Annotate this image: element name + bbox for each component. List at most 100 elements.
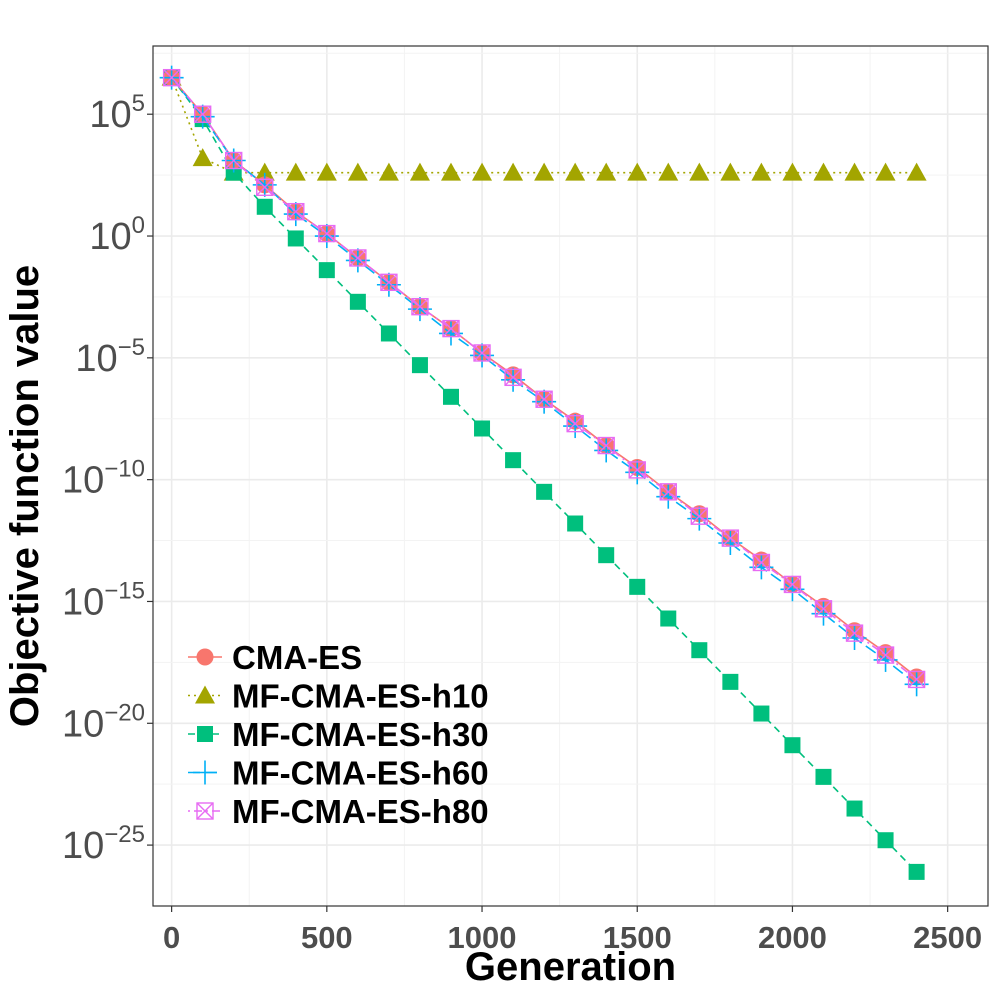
data-point-mf-cma-es-h80 bbox=[566, 414, 584, 433]
boxcross-marker-box bbox=[318, 224, 336, 243]
boxcross-marker-diag bbox=[721, 529, 739, 547]
boxcross-marker-diag bbox=[318, 225, 336, 243]
data-point-mf-cma-es-h80 bbox=[783, 575, 802, 594]
legend-key-marker bbox=[197, 726, 213, 742]
legend-key-marker bbox=[196, 802, 214, 820]
data-point-mf-cma-es-h80 bbox=[162, 68, 181, 87]
legend-label: MF-CMA-ES-h60 bbox=[232, 755, 489, 792]
boxcross-marker-diag bbox=[504, 368, 522, 386]
data-point-mf-cma-es-h10 bbox=[534, 162, 555, 181]
data-point-mf-cma-es-h10 bbox=[751, 162, 772, 181]
data-point-mf-cma-es-h10 bbox=[813, 162, 834, 181]
data-point-mf-cma-es-h80 bbox=[721, 529, 740, 547]
boxcross-marker-box bbox=[690, 507, 709, 525]
data-point-mf-cma-es-h30 bbox=[505, 452, 522, 469]
boxcross-marker-diag bbox=[597, 437, 615, 455]
boxcross-marker-diag bbox=[783, 575, 801, 593]
boxcross-marker-box bbox=[659, 483, 677, 501]
data-point-mf-cma-es-h30 bbox=[411, 357, 428, 374]
boxcross-marker-diag bbox=[535, 390, 553, 408]
boxcross-marker-diag bbox=[380, 273, 398, 291]
data-point-mf-cma-es-h80 bbox=[752, 553, 771, 572]
boxcross-marker-diag bbox=[225, 152, 243, 169]
boxcross-marker-diag bbox=[814, 600, 832, 618]
y-axis-title: Objective function value bbox=[3, 265, 47, 727]
boxcross-marker-diag bbox=[877, 646, 895, 664]
boxcross-marker-box bbox=[196, 802, 214, 820]
data-point-mf-cma-es-h10 bbox=[782, 162, 803, 181]
data-point-mf-cma-es-h80 bbox=[287, 202, 305, 221]
boxcross-marker-diag bbox=[473, 344, 491, 362]
data-point-mf-cma-es-h80 bbox=[876, 646, 895, 664]
data-point-mf-cma-es-h10 bbox=[409, 162, 430, 181]
boxcross-marker-box bbox=[193, 105, 212, 123]
data-point-mf-cma-es-h30 bbox=[567, 515, 584, 532]
data-point-mf-cma-es-h80 bbox=[907, 670, 926, 689]
legend-item-mf-cma-es-h30: MF-CMA-ES-h30 bbox=[188, 716, 489, 753]
data-point-mf-cma-es-h80 bbox=[504, 368, 522, 387]
legend: CMA-ESMF-CMA-ES-h10MF-CMA-ES-h30MF-CMA-E… bbox=[188, 639, 489, 830]
x-tick-label: 1000 bbox=[448, 920, 517, 955]
boxcross-marker-diag bbox=[194, 105, 212, 123]
data-point-mf-cma-es-h10 bbox=[254, 162, 275, 181]
series-cma-es bbox=[163, 69, 926, 686]
data-point-mf-cma-es-h10 bbox=[627, 162, 648, 181]
legend-label: MF-CMA-ES-h10 bbox=[232, 678, 489, 715]
boxcross-marker-diag bbox=[566, 415, 584, 433]
data-point-mf-cma-es-h10 bbox=[472, 162, 493, 181]
boxcross-marker-box bbox=[597, 436, 615, 455]
boxcross-marker-box bbox=[845, 624, 864, 642]
axes: 0 500 1000 1500 2000 2500 105 100 10−5 10−10 10−15… bbox=[62, 90, 982, 955]
data-point-mf-cma-es-h10 bbox=[503, 162, 524, 181]
data-point-mf-cma-es-h10 bbox=[596, 162, 617, 181]
boxcross-marker-box bbox=[907, 670, 926, 689]
boxcross-marker-diag bbox=[163, 69, 181, 87]
data-point-mf-cma-es-h10 bbox=[906, 162, 927, 181]
data-point-mf-cma-es-h10 bbox=[875, 162, 896, 181]
data-point-mf-cma-es-h80 bbox=[535, 390, 553, 408]
boxcross-marker-box bbox=[380, 273, 398, 292]
data-point-mf-cma-es-h30 bbox=[287, 230, 304, 247]
boxcross-marker-box bbox=[566, 414, 584, 433]
boxcross-marker-diag bbox=[196, 802, 214, 820]
boxcross-marker-diag bbox=[659, 483, 677, 501]
boxcross-marker-diag bbox=[442, 320, 460, 338]
data-point-mf-cma-es-h10 bbox=[440, 162, 461, 181]
boxcross-marker-diag bbox=[256, 178, 274, 196]
legend-label: CMA-ES bbox=[232, 639, 362, 676]
data-point-mf-cma-es-h10 bbox=[285, 162, 306, 181]
series-mf-cma-es-h30 bbox=[163, 69, 925, 880]
series-layer bbox=[159, 65, 929, 880]
boxcross-marker-box bbox=[287, 202, 305, 221]
data-point-mf-cma-es-h80 bbox=[690, 507, 709, 525]
boxcross-marker-box bbox=[628, 461, 646, 479]
y-tick-label: 100 bbox=[89, 212, 145, 258]
data-point-mf-cma-es-h30 bbox=[753, 705, 770, 722]
legend-key-marker bbox=[196, 648, 214, 666]
legend-key-marker bbox=[195, 685, 215, 704]
data-point-mf-cma-es-h30 bbox=[598, 547, 615, 564]
y-tick-label: 10−25 bbox=[62, 821, 145, 867]
data-point-mf-cma-es-h10 bbox=[192, 148, 213, 167]
legend-label: MF-CMA-ES-h30 bbox=[232, 716, 489, 753]
boxcross-marker-box bbox=[783, 575, 802, 594]
data-point-mf-cma-es-h30 bbox=[722, 673, 739, 690]
data-point-mf-cma-es-h80 bbox=[256, 178, 274, 197]
boxcross-marker-box bbox=[442, 319, 460, 338]
boxcross-marker-diag bbox=[752, 553, 770, 571]
boxcross-marker-box bbox=[473, 344, 491, 362]
boxcross-marker-diag bbox=[628, 461, 646, 479]
boxcross-marker-box bbox=[535, 390, 553, 408]
legend-item-mf-cma-es-h80: MF-CMA-ES-h80 bbox=[188, 793, 489, 830]
legend-item-mf-cma-es-h10: MF-CMA-ES-h10 bbox=[188, 678, 489, 715]
series-mf-cma-es-h80 bbox=[162, 68, 926, 689]
data-point-mf-cma-es-h30 bbox=[318, 262, 335, 279]
boxcross-marker-box bbox=[162, 68, 181, 87]
data-point-mf-cma-es-h80 bbox=[628, 461, 646, 479]
boxcross-marker-box bbox=[721, 529, 740, 547]
data-point-mf-cma-es-h30 bbox=[380, 325, 397, 342]
data-point-mf-cma-es-h10 bbox=[347, 162, 368, 181]
legend-item-mf-cma-es-h60: MF-CMA-ES-h60 bbox=[188, 755, 489, 792]
boxcross-marker-diag bbox=[287, 203, 305, 221]
